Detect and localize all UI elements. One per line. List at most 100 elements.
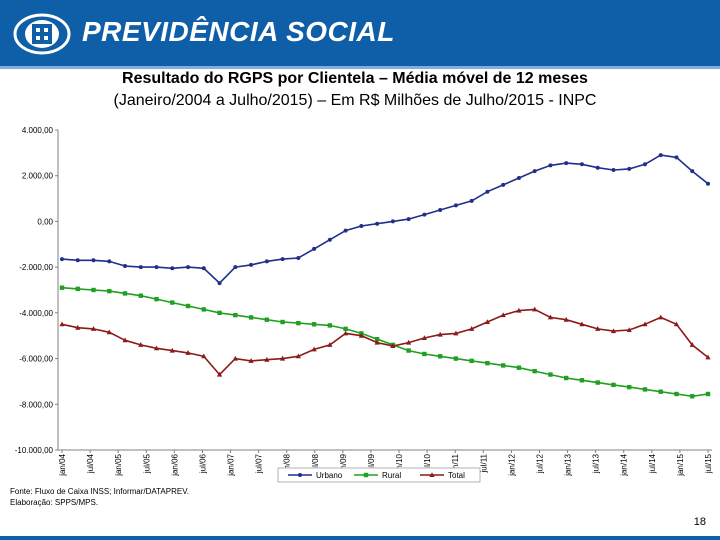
- data-point-urbano: [642, 162, 647, 167]
- footer-bar: [0, 536, 720, 540]
- data-point-total: [122, 337, 128, 343]
- data-point-total: [595, 326, 601, 331]
- x-tick-label: jul/06: [198, 453, 207, 474]
- data-point-rural: [248, 315, 254, 320]
- data-point-total: [579, 321, 585, 327]
- data-point-urbano: [485, 189, 490, 194]
- data-point-urbano: [390, 219, 395, 224]
- data-point-urbano: [312, 246, 317, 251]
- data-point-rural: [233, 312, 238, 318]
- x-tick-label: jul/05: [142, 453, 151, 474]
- data-point-urbano: [595, 165, 600, 170]
- legend-label: Urbano: [316, 471, 343, 480]
- data-point-urbano: [469, 198, 474, 203]
- y-tick-label: -8.000,00: [19, 400, 53, 409]
- data-point-total: [658, 314, 664, 320]
- data-point-total: [453, 330, 459, 336]
- data-point-urbano: [438, 208, 443, 212]
- data-point-urbano: [706, 181, 710, 186]
- data-point-urbano: [123, 264, 128, 268]
- data-point-total: [437, 331, 443, 337]
- data-point-urbano: [186, 265, 191, 270]
- x-tick-label: jul/12: [535, 453, 544, 474]
- x-tick-label: jul/07: [255, 453, 264, 474]
- y-tick-label: 0,00: [37, 217, 53, 226]
- data-point-rural: [217, 310, 222, 316]
- chart-title-line1: Resultado do RGPS por Clientela – Média …: [122, 70, 588, 87]
- data-point-rural: [374, 336, 380, 342]
- data-point-total: [216, 371, 223, 377]
- data-point-rural: [296, 320, 301, 326]
- footnote: Fonte: Fluxo de Caixa INSS; Informar/DAT…: [10, 486, 189, 508]
- header-bar: [0, 0, 720, 68]
- data-point-rural: [595, 380, 600, 385]
- data-point-rural: [563, 375, 569, 381]
- data-point-total: [232, 355, 238, 361]
- x-tick-label: jan/10: [395, 453, 404, 476]
- data-point-rural: [611, 382, 616, 388]
- data-point-urbano: [658, 153, 663, 158]
- data-point-total: [421, 335, 427, 340]
- header-divider: [0, 66, 720, 69]
- data-point-urbano: [422, 212, 427, 217]
- x-tick-label: jul/09: [367, 453, 376, 474]
- data-point-total: [343, 330, 349, 336]
- data-point-total: [532, 306, 538, 312]
- data-point-total: [106, 329, 112, 335]
- data-point-urbano: [375, 221, 380, 226]
- data-point-urbano: [249, 262, 254, 267]
- series-line-urbano: [61, 154, 709, 285]
- data-point-urbano: [75, 258, 80, 263]
- x-tick-label: jul/08: [311, 453, 320, 474]
- data-point-urbano: [170, 266, 175, 271]
- data-point-urbano: [359, 224, 364, 228]
- data-point-urbano: [611, 168, 616, 172]
- previdencia-logo-icon: [13, 13, 71, 55]
- data-point-rural: [311, 322, 317, 327]
- y-tick-label: -2.000,00: [19, 263, 53, 272]
- data-point-urbano: [690, 169, 695, 174]
- data-point-total: [484, 319, 491, 324]
- x-tick-label: jan/04: [58, 453, 67, 476]
- x-tick-label: jan/15: [676, 453, 685, 476]
- data-point-urbano: [280, 257, 285, 262]
- y-tick-label: -10.000,00: [15, 446, 54, 455]
- x-tick-label: jan/06: [170, 453, 179, 476]
- data-point-rural: [658, 389, 663, 394]
- x-tick-label: jul/13: [592, 453, 601, 474]
- data-point-rural: [548, 372, 553, 377]
- data-point-rural: [516, 365, 522, 370]
- x-tick-label: jul/10: [423, 453, 432, 474]
- data-point-urbano: [91, 258, 96, 263]
- x-tick-label: jan/05: [114, 453, 123, 476]
- data-point-urbano: [327, 237, 332, 242]
- chart: 4.000,00 2.000,00 0,00 -2.000,00 -4.000,00 -6…: [15, 126, 713, 483]
- x-tick-label: jul/14: [648, 453, 657, 474]
- x-tick-label: jan/14: [620, 453, 629, 476]
- data-point-rural: [122, 291, 128, 296]
- x-tick-label: jul/04: [86, 453, 95, 474]
- y-tick-label: 2.000,00: [22, 172, 54, 181]
- x-tick-label: jan/09: [339, 453, 348, 476]
- y-tick-label: -6.000,00: [19, 355, 53, 364]
- data-point-rural: [280, 319, 285, 325]
- data-point-total: [500, 312, 506, 318]
- data-point-urbano: [60, 257, 64, 262]
- data-point-total: [406, 339, 412, 345]
- data-point-rural: [170, 300, 175, 305]
- data-point-total: [642, 321, 648, 327]
- x-tick-label: jan/13: [564, 453, 573, 476]
- data-point-total: [390, 343, 396, 348]
- data-point-urbano: [201, 266, 206, 271]
- data-point-total: [469, 326, 475, 331]
- data-point-total: [689, 342, 695, 347]
- data-point-rural: [138, 293, 143, 298]
- data-point-total: [138, 342, 144, 347]
- data-point-rural: [627, 384, 632, 390]
- data-point-urbano: [516, 176, 521, 180]
- data-point-urbano: [532, 169, 537, 174]
- data-point-rural: [422, 351, 427, 357]
- data-point-urbano: [501, 182, 506, 187]
- legend-marker-total: [429, 472, 435, 477]
- data-point-urbano: [674, 155, 679, 160]
